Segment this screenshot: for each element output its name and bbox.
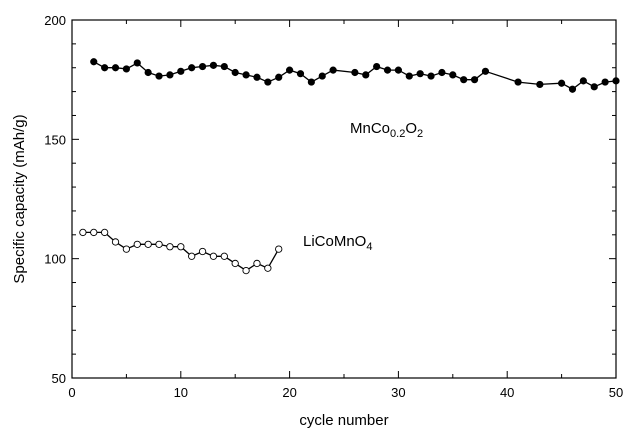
y-tick-label: 200 [44, 13, 66, 28]
data-point-1 [122, 245, 131, 253]
data-point-0 [155, 72, 163, 80]
data-point-1 [220, 252, 228, 260]
y-tick-label: 150 [44, 132, 66, 147]
axis-tick-labels: 0 10 20 30 40 50 50 100 150 200 [44, 13, 623, 400]
series-label-licomno-sub1: 4 [366, 241, 372, 253]
axis-ticks [71, 19, 617, 379]
x-tick-label: 50 [609, 385, 623, 400]
series-label-licomno-base: LiCoMnO [303, 233, 366, 250]
data-point-1 [231, 259, 239, 268]
data-point-0 [470, 76, 479, 84]
x-axis-title: cycle number [299, 412, 388, 429]
data-point-0 [307, 78, 315, 86]
data-point-0 [568, 85, 577, 93]
data-point-0 [144, 68, 152, 77]
y-axis-title: Specific capacity (mAh/g) [11, 114, 28, 283]
data-point-0 [383, 66, 392, 74]
data-point-0 [275, 73, 283, 81]
data-point-1 [111, 238, 120, 246]
data-point-0 [264, 78, 272, 86]
x-tick-label: 30 [391, 385, 405, 400]
data-point-1 [264, 264, 272, 272]
data-point-0 [177, 67, 185, 75]
data-point-0 [285, 66, 294, 74]
series-line-1 [82, 231, 280, 272]
data-point-1 [188, 252, 196, 260]
data-point-0 [514, 78, 522, 86]
data-point-1 [90, 228, 98, 237]
x-tick-label: 20 [282, 385, 296, 400]
data-point-0 [438, 68, 446, 77]
series-label-licomno: LiCoMnO4 [303, 233, 372, 253]
data-point-1 [209, 252, 218, 260]
data-point-1 [100, 228, 109, 237]
data-point-1 [275, 245, 283, 253]
data-point-0 [427, 72, 435, 80]
y-tick-label: 100 [44, 252, 66, 267]
data-point-0 [405, 72, 413, 80]
series-label-mnco-base: MnCo [350, 120, 390, 137]
data-point-0 [449, 71, 457, 79]
data-point-0 [329, 66, 337, 74]
data-point-0 [198, 62, 207, 71]
data-point-1 [242, 266, 250, 275]
data-point-0 [231, 68, 239, 77]
data-point-0 [253, 73, 261, 81]
data-point-0 [536, 80, 544, 89]
data-point-0 [612, 77, 620, 85]
data-point-1 [155, 240, 163, 248]
x-tick-label: 0 [68, 385, 75, 400]
data-point-0 [601, 78, 609, 86]
data-point-0 [362, 71, 370, 79]
data-point-0 [90, 58, 98, 66]
series-label-mnco-sub1: 0.2 [390, 128, 405, 140]
data-point-1 [133, 240, 141, 248]
data-point-0 [579, 77, 587, 85]
data-point-0 [373, 62, 381, 71]
data-point-1 [177, 243, 185, 251]
data-point-1 [79, 228, 87, 237]
series-layer [79, 58, 620, 275]
data-point-1 [253, 259, 261, 268]
data-point-0 [590, 83, 598, 91]
data-point-1 [198, 247, 207, 256]
data-point-0 [133, 59, 141, 67]
data-point-0 [122, 65, 131, 73]
data-point-1 [166, 243, 174, 251]
data-point-0 [351, 68, 359, 77]
data-point-0 [481, 67, 490, 75]
data-point-0 [318, 72, 326, 80]
data-point-0 [188, 64, 196, 72]
series-label-mnco-sub2: 2 [417, 128, 423, 140]
data-point-0 [101, 64, 109, 72]
data-point-0 [209, 61, 218, 69]
data-point-0 [166, 71, 174, 79]
data-point-1 [144, 240, 152, 248]
series-label-mnco-mid: O [405, 120, 417, 137]
data-point-0 [416, 70, 424, 78]
y-tick-label: 50 [52, 371, 66, 386]
data-point-0 [296, 70, 305, 78]
data-point-0 [111, 64, 120, 72]
x-tick-label: 40 [500, 385, 514, 400]
data-point-0 [557, 79, 566, 87]
x-tick-label: 10 [174, 385, 188, 400]
data-point-0 [394, 66, 402, 74]
data-point-0 [460, 76, 468, 84]
data-point-0 [220, 62, 228, 71]
series-label-mnco: MnCo0.2O2 [350, 120, 423, 140]
data-point-0 [242, 71, 250, 79]
